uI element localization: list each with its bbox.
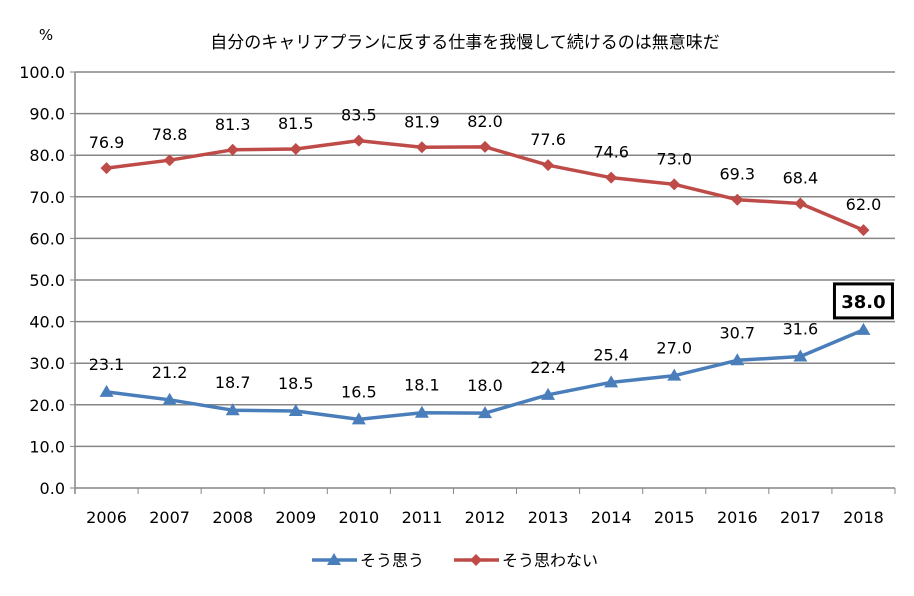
data-label: 25.4 [593,345,629,364]
data-label: 18.5 [278,374,314,393]
data-label: 30.7 [719,323,755,342]
y-tick-label: 10.0 [29,437,65,456]
data-label: 81.3 [215,115,251,134]
x-tick-label: 2009 [275,508,316,527]
data-point [541,387,556,400]
data-label: 16.5 [341,382,377,401]
data-label: 77.6 [530,130,566,149]
x-tick-label: 2016 [717,508,758,527]
data-point [478,406,492,419]
data-label: 31.6 [783,320,819,339]
data-point [667,368,682,381]
y-tick-label: 30.0 [29,354,65,373]
y-tick-label: 60.0 [29,229,65,248]
legend-marker-1 [470,554,482,566]
x-tick-label: 2013 [528,508,569,527]
x-tick-label: 2017 [780,508,821,527]
data-label: 68.4 [783,168,819,187]
data-label: 83.5 [341,106,377,125]
y-tick-label: 90.0 [29,105,65,124]
chart-title: 自分のキャリアプランに反する仕事を我慢して続けるのは無意味だ [210,32,720,53]
y-tick-label: 0.0 [40,479,65,498]
data-label: 62.0 [846,195,882,214]
data-point [604,375,619,388]
legend-label: そう思わない [502,551,598,570]
data-point [794,197,807,210]
data-point [479,140,491,153]
y-tick-label: 20.0 [29,396,65,415]
data-point [857,224,870,237]
data-label: 18.7 [215,373,251,392]
data-point [415,141,428,154]
y-tick-label: 100.0 [19,63,65,82]
y-tick-label: 70.0 [29,188,65,207]
data-point [99,384,114,397]
x-tick-label: 2015 [654,508,695,527]
x-tick-label: 2008 [212,508,253,527]
data-label: 69.3 [719,165,755,184]
data-point [226,143,239,156]
data-label: 27.0 [656,339,692,358]
y-unit-label: % [39,26,53,44]
data-point [163,154,176,167]
x-tick-label: 2012 [465,508,506,527]
data-label: 78.8 [152,125,188,144]
data-point [288,404,303,417]
x-tick-label: 2007 [149,508,190,527]
data-point [225,403,240,416]
x-tick-label: 2006 [86,508,127,527]
data-label: 38.0 [841,292,885,313]
legend-label: そう思う [360,551,424,570]
y-tick-label: 40.0 [29,313,65,332]
series-line-1 [106,138,865,232]
data-point [668,178,681,191]
data-label: 18.0 [467,376,503,395]
data-point [731,193,744,206]
data-point [414,405,429,418]
data-point [351,412,366,425]
x-tick-label: 2010 [338,508,379,527]
data-point [542,159,555,172]
data-point [100,162,113,175]
data-label: 22.4 [530,358,566,377]
data-point [730,353,745,366]
highlight-box [832,282,894,320]
y-tick-label: 50.0 [29,271,65,290]
data-point [162,392,177,405]
data-label: 18.1 [404,376,440,395]
y-tick-label: 80.0 [29,146,65,165]
data-point [856,322,871,335]
data-label: 23.1 [89,355,125,374]
data-label: 81.9 [404,112,440,131]
data-point [289,142,302,155]
x-tick-label: 2018 [843,508,884,527]
data-label: 76.9 [89,133,125,152]
x-tick-label: 2014 [591,508,632,527]
data-point [352,134,365,147]
x-tick-label: 2011 [402,508,443,527]
data-label: 21.2 [152,363,188,382]
data-label: 82.0 [467,112,503,131]
legend-marker-0 [327,553,341,565]
data-label: 73.0 [656,149,692,168]
data-label: 74.6 [593,143,629,162]
data-point [605,171,618,184]
data-label: 81.5 [278,114,314,133]
data-point [793,349,808,362]
